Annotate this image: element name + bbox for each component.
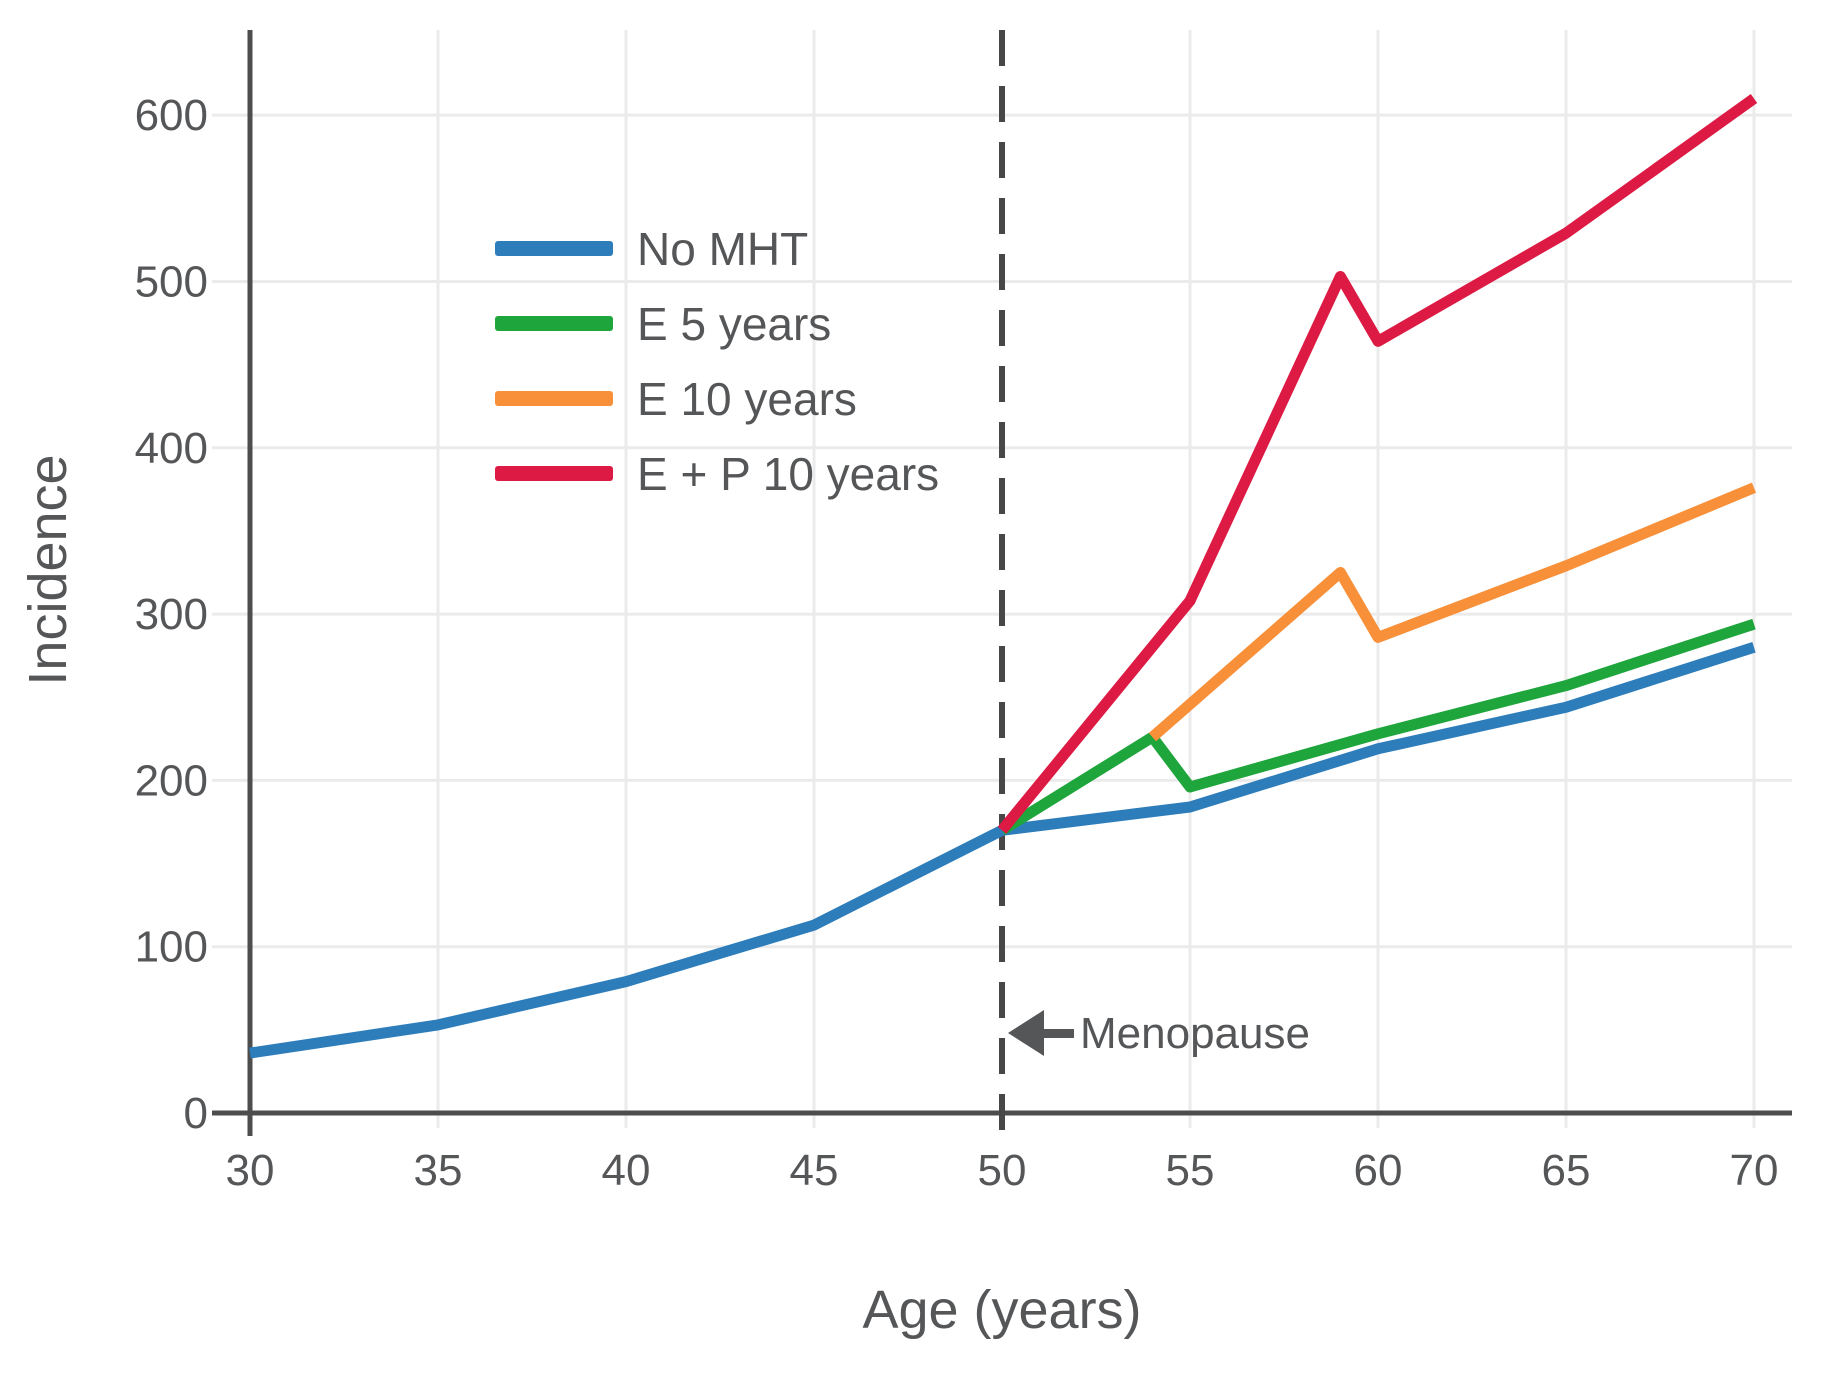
legend-label: No MHT (637, 222, 809, 275)
x-tick-label: 45 (790, 1146, 839, 1195)
left-arrow-icon (1008, 1010, 1044, 1056)
menopause-annotation: Menopause (1080, 1009, 1310, 1058)
y-tick-label: 400 (135, 424, 208, 473)
legend-label: E + P 10 years (637, 447, 940, 500)
series-line-e-10-years (1148, 482, 1757, 742)
legend: No MHT E 5 years E 10 years E + P 10 yea… (495, 211, 939, 511)
legend-item-no-mht: No MHT (495, 211, 939, 286)
x-axis-title: Age (years) (862, 1280, 1142, 1340)
x-tick-label: 40 (602, 1146, 651, 1195)
y-tick-label: 0 (184, 1089, 208, 1138)
legend-label: E 5 years (637, 297, 832, 350)
series-line-e-p-10-years (997, 94, 1758, 834)
x-tick-label: 35 (414, 1146, 463, 1195)
x-tick-label: 65 (1542, 1146, 1591, 1195)
legend-line-swatch (495, 391, 613, 406)
y-tick-label: 300 (135, 590, 208, 639)
series-line-e-5-years (999, 618, 1756, 835)
y-tick-label: 200 (135, 756, 208, 805)
legend-item-e-5-years: E 5 years (495, 286, 939, 361)
legend-label: E 10 years (637, 372, 857, 425)
legend-line-swatch (495, 241, 613, 256)
y-tick-label: 600 (135, 91, 208, 140)
legend-line-swatch (495, 466, 613, 481)
left-arrow-shaft (1040, 1029, 1074, 1038)
legend-line-swatch (495, 316, 613, 331)
legend-item-e-p-10-years: E + P 10 years (495, 436, 939, 511)
x-tick-label: 70 (1730, 1146, 1779, 1195)
x-tick-label: 60 (1354, 1146, 1403, 1195)
x-tick-label: 30 (226, 1146, 275, 1195)
y-tick-label: 500 (135, 257, 208, 306)
x-tick-label: 55 (1166, 1146, 1215, 1195)
legend-item-e-10-years: E 10 years (495, 361, 939, 436)
y-axis-title: Incidence (18, 454, 78, 686)
x-tick-label: 50 (978, 1146, 1027, 1195)
y-tick-label: 100 (135, 923, 208, 972)
